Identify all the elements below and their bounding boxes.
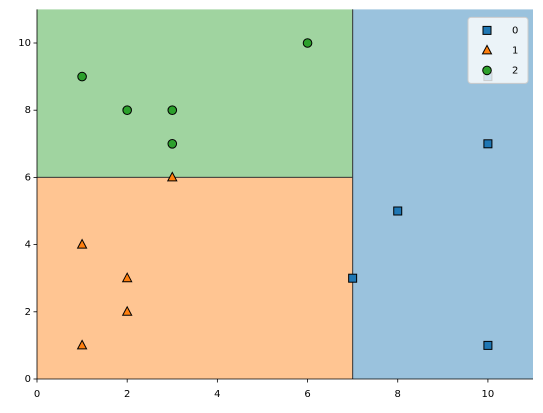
marker-circle: [302, 38, 313, 48]
y-tick-label: 4: [25, 240, 31, 251]
legend-label: 2: [512, 65, 518, 76]
marker-triangle: [121, 305, 133, 316]
marker-square: [348, 273, 358, 283]
marker-circle: [167, 105, 178, 115]
marker-triangle: [76, 238, 88, 249]
legend-label: 1: [512, 45, 518, 56]
x-tick-label: 6: [304, 389, 310, 400]
marker-triangle: [166, 171, 178, 182]
marker-square: [483, 340, 493, 350]
marker-circle: [167, 139, 178, 149]
y-tick-label: 8: [25, 105, 31, 116]
marker-square: [483, 139, 493, 149]
marker-square: [482, 25, 492, 35]
x-tick-label: 2: [124, 389, 130, 400]
x-tick-label: 8: [395, 389, 401, 400]
x-tick-label: 4: [214, 389, 220, 400]
marker-circle: [122, 105, 132, 115]
decision-region: [37, 177, 353, 379]
marker-triangle: [76, 339, 88, 350]
y-tick-label: 10: [18, 38, 31, 49]
x-tick-label: 0: [34, 389, 40, 400]
y-tick-label: 0: [25, 374, 31, 385]
marker-circle: [77, 71, 87, 82]
legend-label: 0: [512, 25, 518, 36]
marker-triangle: [481, 44, 493, 55]
marker-triangle: [121, 272, 133, 283]
y-tick-label: 2: [25, 307, 31, 318]
x-tick-label: 10: [482, 389, 495, 400]
marker-square: [393, 206, 403, 216]
marker-circle: [482, 65, 492, 76]
decision-region: [37, 9, 353, 178]
y-tick-label: 6: [25, 172, 31, 183]
legend-box: [467, 16, 529, 84]
